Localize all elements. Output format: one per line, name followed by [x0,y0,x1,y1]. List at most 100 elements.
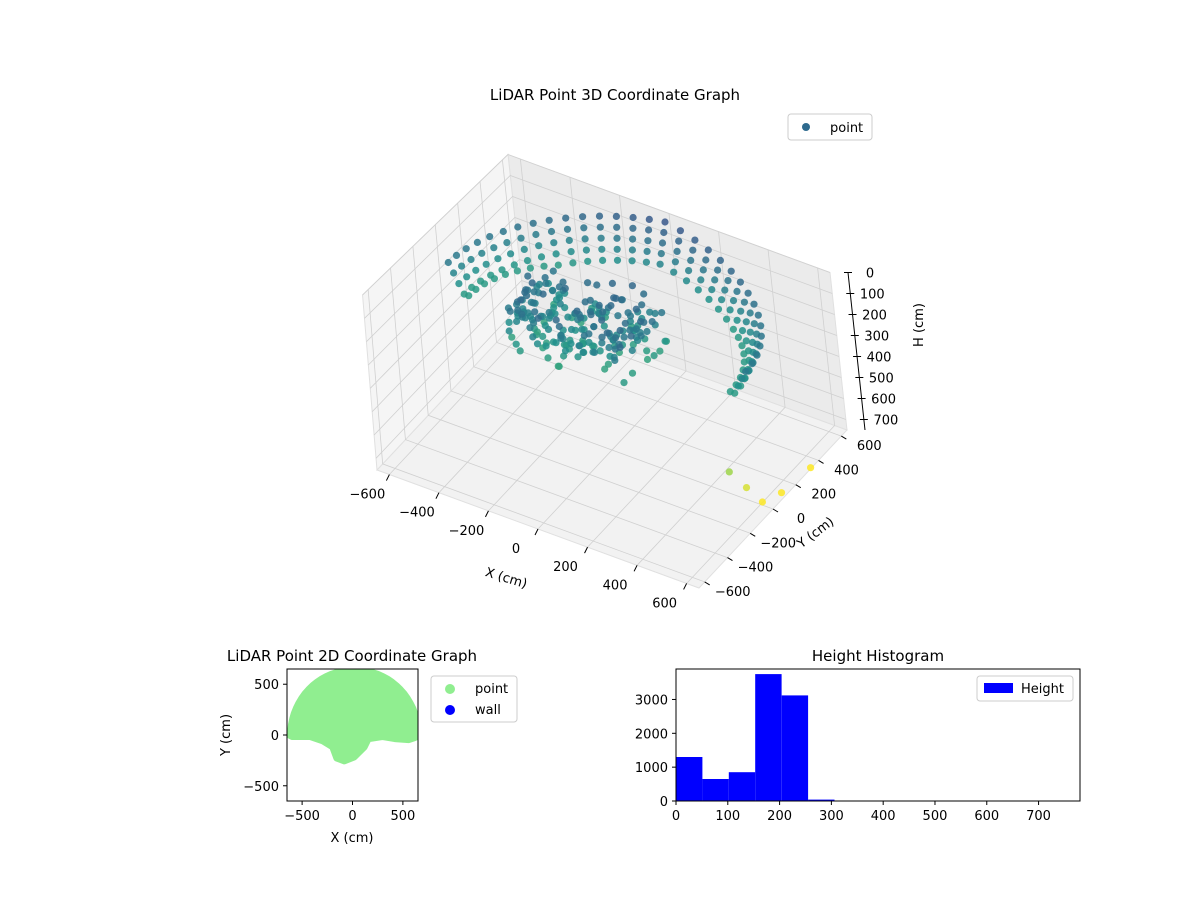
data-point [628,257,636,265]
y-tick [795,484,802,489]
data-point [725,468,733,476]
histogram-frame [675,668,1081,802]
data-point [658,309,666,317]
z-axis-line [847,272,866,431]
data-point [465,292,473,300]
data-point [614,312,622,320]
data-point [632,325,640,333]
data-point [539,332,547,340]
data-point [452,251,461,259]
grid-line-y [412,246,751,534]
histogram-legend: Height [976,675,1074,702]
data-point [517,234,525,242]
data-point [533,340,542,348]
data-point [455,280,463,288]
data-point [596,347,604,355]
data-point [628,346,636,355]
data-point [462,245,470,253]
data-point [676,227,685,235]
y-tick-label: −400 [738,561,774,576]
data-point [738,342,746,350]
y-tick [704,581,710,586]
grid-line-x [488,195,637,512]
data-point [616,343,624,351]
data-point [697,276,705,284]
grid-line-z [366,196,835,342]
data-point [620,333,628,341]
data-point [608,279,617,287]
data-point [740,298,749,306]
data-point [503,239,511,247]
x-tick-label: 200 [553,560,578,575]
data-point [643,327,651,336]
data-point [595,301,603,309]
data-point [671,258,680,266]
data-point [547,227,556,236]
data-point [560,341,569,349]
histogram-legend-swatch [984,683,1013,693]
data-point [613,223,621,231]
data-point [736,278,745,286]
x-tick [683,583,688,590]
data-point [472,285,480,293]
data-point [726,388,734,396]
plot-3d: LiDAR Point 3D Coordinate Graph −600 −400… [350,86,927,611]
histogram: Height Histogram 0 100 200 300 400 500 600 700 … [635,647,1081,824]
data-point [528,279,536,287]
data-point [691,236,699,244]
data-point [507,250,515,258]
data-point [656,260,664,268]
data-point [724,277,732,285]
data-point [628,246,637,254]
x-tick [584,546,588,554]
data-point [689,246,697,254]
x-tick-label: 0 [512,542,520,557]
grid-line-y [367,289,705,583]
data-point [757,322,765,330]
data-point [545,216,553,224]
data-point [740,350,748,358]
y-tick [749,532,756,537]
data-point [603,329,611,337]
data-point [555,294,564,302]
plot-2d-xlabel: X (cm) [331,831,374,846]
data-point [750,300,758,308]
data-point [637,332,645,340]
histogram-bar [755,674,782,801]
data-point [590,342,598,350]
data-point [580,332,588,340]
y-tick [772,508,779,513]
x-tick-label: 600 [652,596,677,611]
data-point [607,302,615,310]
grid-line-z [364,175,833,319]
data-point [620,379,628,387]
x-tick-label: −400 [399,506,435,521]
data-point [727,267,735,275]
data-point [644,237,652,245]
grid-line-x [686,267,836,584]
data-point [562,214,570,222]
data-point [554,362,562,370]
data-point [599,308,607,316]
data-point [512,340,520,348]
data-point [640,290,648,298]
data-point [523,257,532,265]
data-point [723,315,731,323]
data-point [579,348,587,356]
y-tick-label: 1000 [635,761,668,776]
data-point [526,324,534,332]
x-tick-label: 500 [923,809,948,824]
data-point [753,351,761,359]
data-point [660,228,668,237]
data-point [718,296,726,304]
data-point [601,365,609,373]
data-point [529,333,537,341]
data-point [599,256,607,264]
plot-3d-points [444,212,815,506]
data-point [604,360,613,368]
data-point [611,334,620,342]
data-point [746,328,754,336]
data-point [746,309,754,317]
data-point [478,249,486,257]
data-point [577,314,585,322]
